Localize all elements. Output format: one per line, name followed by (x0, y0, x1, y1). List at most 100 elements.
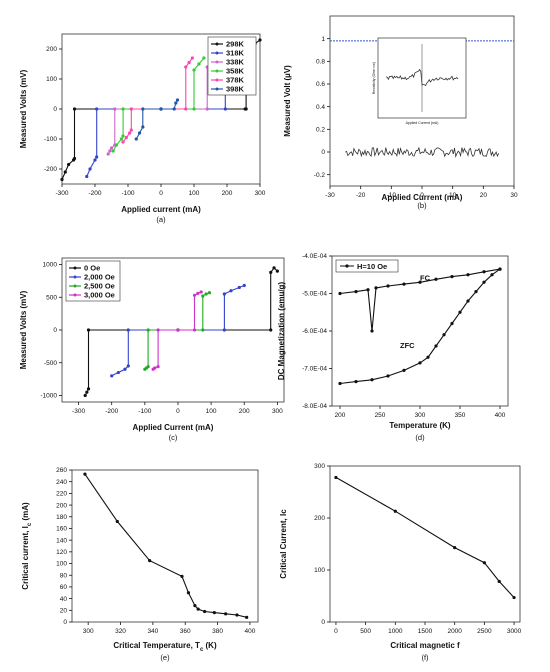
data-point (113, 107, 117, 111)
x-tick-label: 300 (415, 412, 426, 419)
y-tick-label: 200 (56, 502, 67, 509)
data-point (119, 137, 123, 141)
y-tick-label: -0.2 (314, 172, 326, 179)
panel-caption: (c) (169, 433, 178, 442)
data-point (95, 107, 99, 111)
series-line-data (84, 473, 247, 618)
data-point (204, 292, 208, 296)
data-point (235, 613, 239, 617)
legend-label: H=10 Oe (357, 262, 387, 271)
y-tick-label: -7.0E-04 (302, 366, 327, 373)
legend-label: 398K (226, 85, 245, 94)
data-point (393, 509, 397, 513)
x-tick-label: 200 (222, 190, 233, 197)
data-point (95, 155, 99, 159)
y-tick-label: 100 (56, 561, 67, 568)
y-tick-label: 200 (314, 515, 325, 522)
data-point (402, 282, 406, 286)
data-point (201, 294, 205, 298)
data-point (174, 101, 178, 105)
y-tick-label: 60 (60, 584, 68, 591)
x-tick-label: 20 (480, 192, 488, 199)
data-point (237, 285, 241, 290)
data-point (115, 519, 119, 524)
x-tick-label: -200 (105, 408, 118, 415)
y-tick-label: 0 (53, 106, 57, 113)
data-point (193, 604, 197, 608)
y-tick-label: 20 (60, 608, 68, 615)
data-point (197, 62, 201, 66)
y-tick-label: -6.0E-04 (302, 328, 327, 335)
x-tick-label: 3000 (507, 628, 522, 635)
data-point (156, 328, 160, 332)
data-point (116, 370, 120, 375)
y-axis-label: Measured Volts (mV) (19, 290, 28, 369)
data-point (109, 146, 114, 150)
y-tick-label: 0 (63, 619, 67, 626)
data-point (386, 374, 390, 378)
data-point (86, 328, 91, 332)
x-tick-label: 250 (375, 412, 386, 419)
data-point (272, 266, 276, 270)
data-point (224, 612, 228, 616)
data-point (203, 609, 207, 614)
x-tick-label: 0 (159, 190, 163, 197)
x-tick-label: 360 (180, 628, 191, 635)
data-point (450, 321, 454, 326)
y-tick-label: -1000 (40, 393, 57, 400)
legend-marker (73, 293, 77, 297)
data-point (121, 134, 125, 138)
y-tick-label: 260 (56, 467, 67, 474)
chart-e: 300 320 340 360 380 400 0 20 40 60 80 100 120 140 160 1… (21, 467, 259, 662)
data-point (192, 328, 197, 332)
x-tick-label: -100 (121, 190, 134, 197)
annotation-fc: FC (420, 273, 431, 282)
data-point (192, 68, 196, 72)
x-tick-label: 350 (455, 412, 466, 419)
x-tick-label: 320 (115, 628, 126, 635)
data-point (108, 149, 112, 153)
data-point (223, 107, 227, 111)
data-point (202, 56, 206, 60)
legend-marker (215, 78, 219, 82)
data-point (334, 475, 338, 480)
x-tick-label: 1000 (388, 628, 403, 635)
x-tick-label: 400 (244, 628, 255, 635)
x-tick-label: 500 (360, 628, 371, 635)
y-tick-label: 300 (314, 463, 325, 470)
data-point (186, 591, 191, 595)
data-point (192, 293, 197, 297)
x-tick-label: 10 (449, 192, 457, 199)
x-tick-label: -300 (55, 190, 68, 197)
data-point (201, 328, 205, 332)
data-point (114, 143, 119, 147)
y-tick-label: -500 (44, 360, 57, 367)
legend-label: 378K (226, 76, 245, 85)
x-tick-label: 340 (147, 628, 158, 635)
chart-f: 0 500 1000 1500 2000 2500 3000 0 100 200 300 Critic… (279, 463, 522, 662)
y-tick-label: -200 (44, 166, 57, 173)
data-point (83, 472, 87, 476)
legend-marker (73, 284, 77, 288)
inset-y-label: Resistivity (Ohm·cm) (372, 62, 376, 94)
y-tick-label: 0.4 (316, 104, 325, 111)
data-point (244, 107, 248, 111)
x-axis-label: Applied Current (mA) (133, 423, 214, 432)
x-axis-label: Critical Temperature, Tc (K) (113, 641, 217, 653)
data-point (512, 595, 516, 600)
panel-caption: (a) (156, 215, 166, 224)
plot-frame (71, 469, 259, 623)
data-point (434, 344, 438, 348)
data-point (474, 290, 478, 294)
x-tick-label: 1500 (418, 628, 433, 635)
data-point (187, 60, 191, 65)
data-point (212, 611, 216, 615)
legend-label: 318K (226, 49, 245, 58)
data-point (129, 107, 133, 111)
x-tick-label: -200 (88, 190, 101, 197)
plot-frame (329, 465, 521, 623)
x-tick-label: 0 (420, 192, 424, 199)
data-point (123, 367, 127, 371)
data-point (192, 107, 196, 111)
x-tick-label: -300 (72, 408, 85, 415)
